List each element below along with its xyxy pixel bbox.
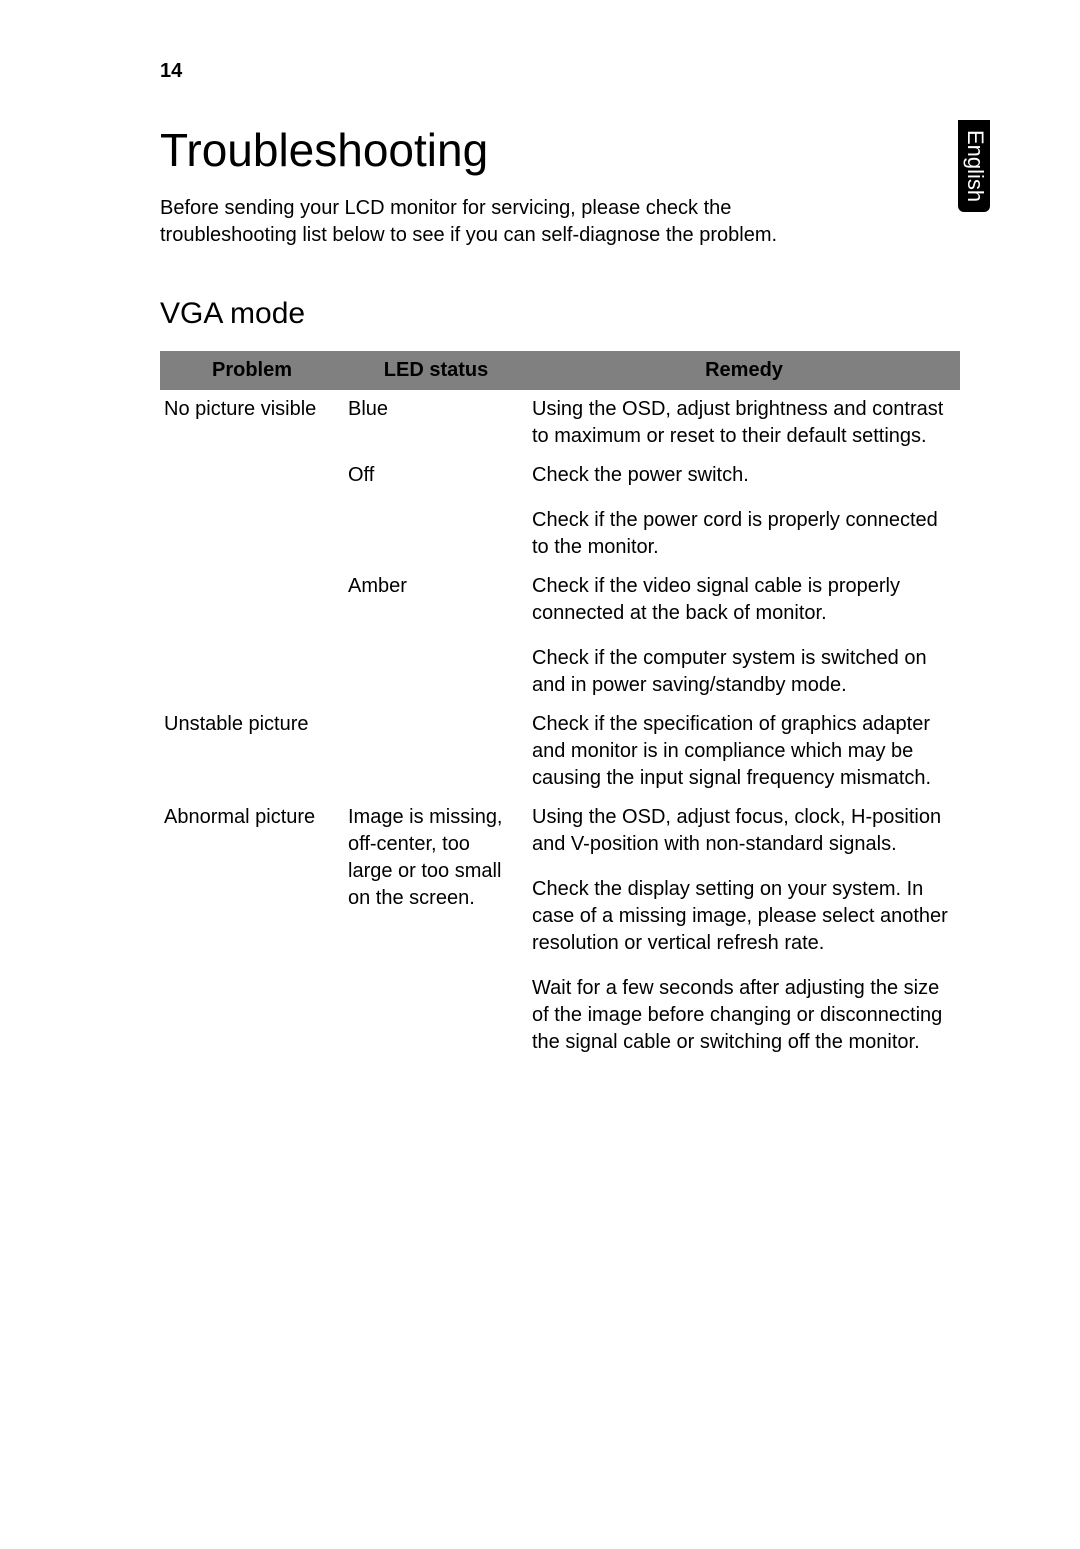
section-heading: VGA mode [160, 297, 960, 331]
cell-problem: Abnormal picture [160, 798, 344, 1062]
remedy-text: Check if the video signal cable is prope… [532, 573, 950, 627]
cell-remedy: Using the OSD, adjust brightness and con… [528, 390, 960, 456]
remedy-text: Check the display setting on your system… [532, 876, 950, 957]
col-header-remedy: Remedy [528, 351, 960, 390]
table-header-row: Problem LED status Remedy [160, 351, 960, 390]
cell-led: Image is missing, off-center, too large … [344, 798, 528, 1062]
remedy-text: Check if the computer system is switched… [532, 645, 950, 699]
cell-remedy: Check the power switch. Check if the pow… [528, 456, 960, 567]
cell-remedy: Using the OSD, adjust focus, clock, H-po… [528, 798, 960, 1062]
page-number: 14 [160, 60, 960, 83]
cell-led: Off [344, 456, 528, 567]
cell-remedy: Check if the specification of graphics a… [528, 705, 960, 798]
cell-led: Blue [344, 390, 528, 456]
page-title: Troubleshooting [160, 123, 960, 177]
cell-problem: Unstable picture [160, 705, 344, 798]
col-header-problem: Problem [160, 351, 344, 390]
cell-problem: No picture visible [160, 390, 344, 705]
cell-remedy: Check if the video signal cable is prope… [528, 567, 960, 705]
cell-led [344, 705, 528, 798]
language-tab: English [958, 120, 990, 212]
table-row: No picture visible Blue Using the OSD, a… [160, 390, 960, 456]
remedy-text: Check if the power cord is properly conn… [532, 507, 950, 561]
remedy-text: Check the power switch. [532, 462, 950, 489]
table-row: Unstable picture Check if the specificat… [160, 705, 960, 798]
remedy-text: Using the OSD, adjust brightness and con… [532, 396, 950, 450]
troubleshooting-table: Problem LED status Remedy No picture vis… [160, 351, 960, 1062]
col-header-led: LED status [344, 351, 528, 390]
table-row: Abnormal picture Image is missing, off-c… [160, 798, 960, 1062]
remedy-text: Using the OSD, adjust focus, clock, H-po… [532, 804, 950, 858]
document-page: 14 English Troubleshooting Before sendin… [0, 0, 1080, 1549]
cell-led: Amber [344, 567, 528, 705]
remedy-text: Wait for a few seconds after adjusting t… [532, 975, 950, 1056]
remedy-text: Check if the specification of graphics a… [532, 711, 950, 792]
intro-text: Before sending your LCD monitor for serv… [160, 195, 800, 249]
